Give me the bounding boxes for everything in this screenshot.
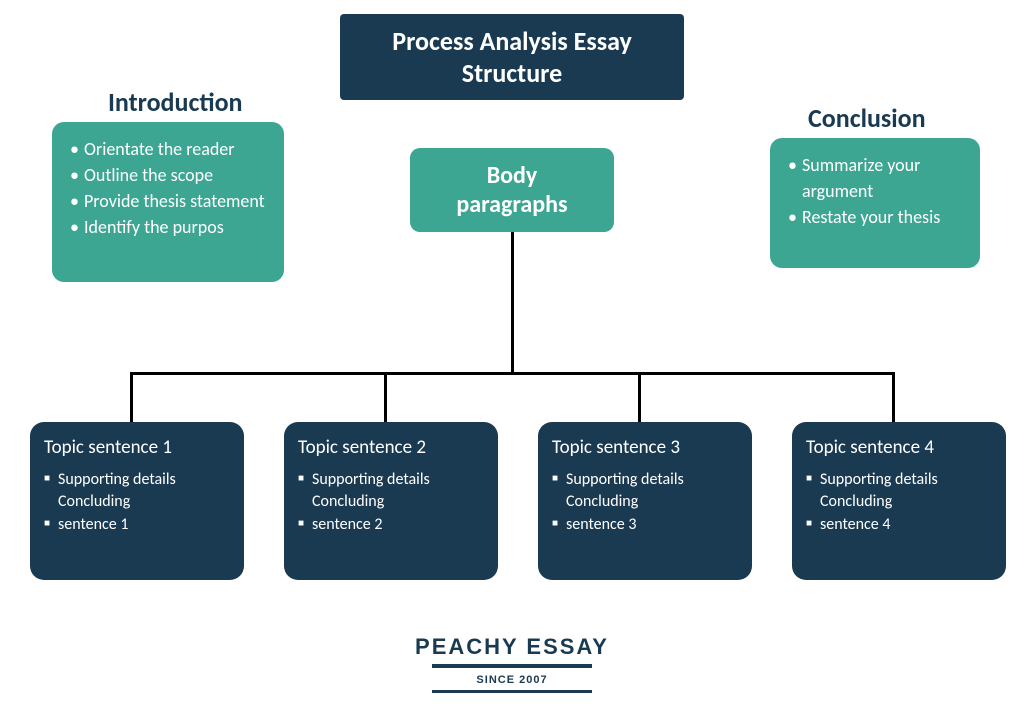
logo-since: SINCE 2007 [476,674,547,686]
topic-list: Supporting details Concluding sentence 2 [298,469,484,536]
connector-drop-1 [130,372,133,422]
connector-drop-2 [384,372,387,422]
connector-drop-3 [638,372,641,422]
logo-bar [432,664,592,668]
logo-bars: SINCE 2007 [0,664,1024,693]
introduction-box: Orientate the reader Outline the scope P… [52,122,284,282]
intro-item: Orientate the reader [70,136,266,162]
intro-item: Identify the purpos [70,214,266,240]
conclusion-box: Summarize your argument Restate your the… [770,138,980,268]
body-line2: paragraphs [456,190,567,219]
conclusion-list: Summarize your argument Restate your the… [788,152,962,230]
logo-bar [432,690,592,693]
title-line2: Structure [462,57,562,89]
topic-list: Supporting details Concluding sentence 3 [552,469,738,536]
title-line1: Process Analysis Essay [392,25,632,57]
topic-item: Supporting details Concluding [806,469,992,514]
connector-drop-4 [892,372,895,422]
intro-item: Provide thesis statement [70,188,266,214]
topic-item: sentence 4 [806,514,992,536]
connector-vertical-main [511,232,514,372]
topic-item: sentence 1 [44,514,230,536]
introduction-heading: Introduction [108,86,243,118]
body-line1: Body [487,161,538,190]
topic-item: Supporting details Concluding [552,469,738,514]
topic-list: Supporting details Concluding sentence 1 [44,469,230,536]
peachy-essay-logo: PEACHY ESSAY SINCE 2007 [0,634,1024,693]
conclusion-heading: Conclusion [808,102,926,134]
topic-item: sentence 3 [552,514,738,536]
topic-title: Topic sentence 1 [44,436,230,459]
topic-box-4: Topic sentence 4 Supporting details Conc… [792,422,1006,580]
topic-item: Supporting details Concluding [298,469,484,514]
intro-item: Outline the scope [70,162,266,188]
topic-item: Supporting details Concluding [44,469,230,514]
topic-title: Topic sentence 2 [298,436,484,459]
topic-box-3: Topic sentence 3 Supporting details Conc… [538,422,752,580]
topic-title: Topic sentence 4 [806,436,992,459]
main-title-box: Process Analysis Essay Structure [340,14,684,100]
body-paragraphs-box: Body paragraphs [410,148,614,232]
topic-box-1: Topic sentence 1 Supporting details Conc… [30,422,244,580]
topic-item: sentence 2 [298,514,484,536]
logo-name: PEACHY ESSAY [0,634,1024,660]
connector-horizontal [130,372,894,375]
topic-box-2: Topic sentence 2 Supporting details Conc… [284,422,498,580]
topic-list: Supporting details Concluding sentence 4 [806,469,992,536]
conclusion-item: Restate your thesis [788,204,962,230]
conclusion-item: Summarize your argument [788,152,962,204]
topic-title: Topic sentence 3 [552,436,738,459]
introduction-list: Orientate the reader Outline the scope P… [70,136,266,240]
